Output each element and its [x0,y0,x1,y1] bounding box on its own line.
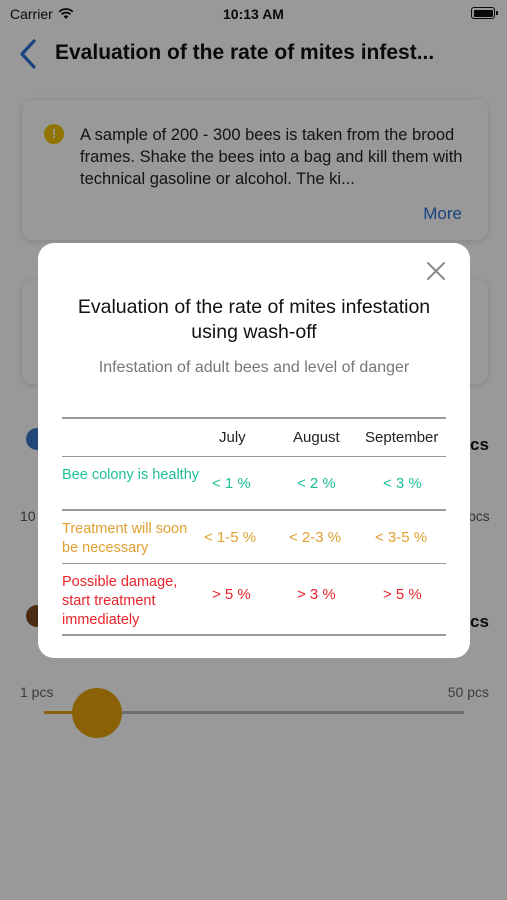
cell-july: > 5 % [212,586,251,603]
slider-fill [44,711,96,714]
row-label: Possible damage, start treatment immedia… [62,574,178,628]
table-divider [62,417,446,419]
battery-icon [471,7,498,19]
row-label: Bee colony is healthy [62,467,200,483]
cell-august: < 2 % [297,475,336,492]
info-modal: Evaluation of the rate of mites infestat… [38,243,470,658]
navigation-bar: Evaluation of the rate of mites infest..… [0,30,507,76]
info-card: ! A sample of 200 - 300 bees is taken fr… [22,100,488,240]
table-divider [62,455,446,457]
wifi-icon [58,8,74,19]
modal-title: Evaluation of the rate of mites infestat… [77,296,431,343]
cell-august: > 3 % [297,586,336,603]
row1-right-value: pcs [468,508,490,524]
carrier-indicator: Carrier [10,6,74,22]
table-header: July August September [62,419,446,456]
cell-september: < 3-5 % [375,528,428,546]
row1-unit: cs [470,435,489,454]
back-chevron-icon[interactable] [14,36,44,72]
status-bar: Carrier 10:13 AM [0,0,507,28]
row-label: Treatment will soon be necessary [62,520,188,556]
slider-min-label: 1 pcs [20,684,54,700]
clock: 10:13 AM [223,6,284,22]
row1-left-value: 10 [20,508,36,524]
more-link[interactable]: More [423,204,462,223]
column-header-july: July [219,428,246,446]
cell-august: < 2-3 % [289,528,342,546]
table-row-warning: Treatment will soon be necessary < 1-5 %… [62,511,446,563]
slider-track[interactable] [44,711,464,714]
table-row-healthy: Bee colony is healthy < 1 % < 2 % < 3 % [62,457,446,509]
modal-subtitle: Infestation of adult bees and level of d… [98,359,410,376]
carrier-label: Carrier [10,6,53,22]
infestation-table: July August September Bee colony is heal… [62,417,446,636]
slider-max-label: 50 pcs [447,684,489,700]
row2-unit: cs [470,612,489,631]
info-text: A sample of 200 - 300 bees is taken from… [80,126,463,188]
cell-september: < 3 % [383,475,422,492]
close-icon[interactable] [424,259,448,283]
cell-july: < 1-5 % [204,528,257,546]
cell-july: < 1 % [212,475,251,492]
table-row-danger: Possible damage, start treatment immedia… [62,564,446,634]
info-icon: ! [44,124,64,144]
cell-september: > 5 % [383,586,422,603]
table-divider [62,509,446,511]
column-header-september: September [365,428,439,446]
page-title: Evaluation of the rate of mites infest..… [55,41,435,64]
table-divider [62,562,446,564]
table-divider [62,634,446,636]
slider-thumb[interactable] [72,688,122,738]
column-header-august: August [293,428,340,446]
